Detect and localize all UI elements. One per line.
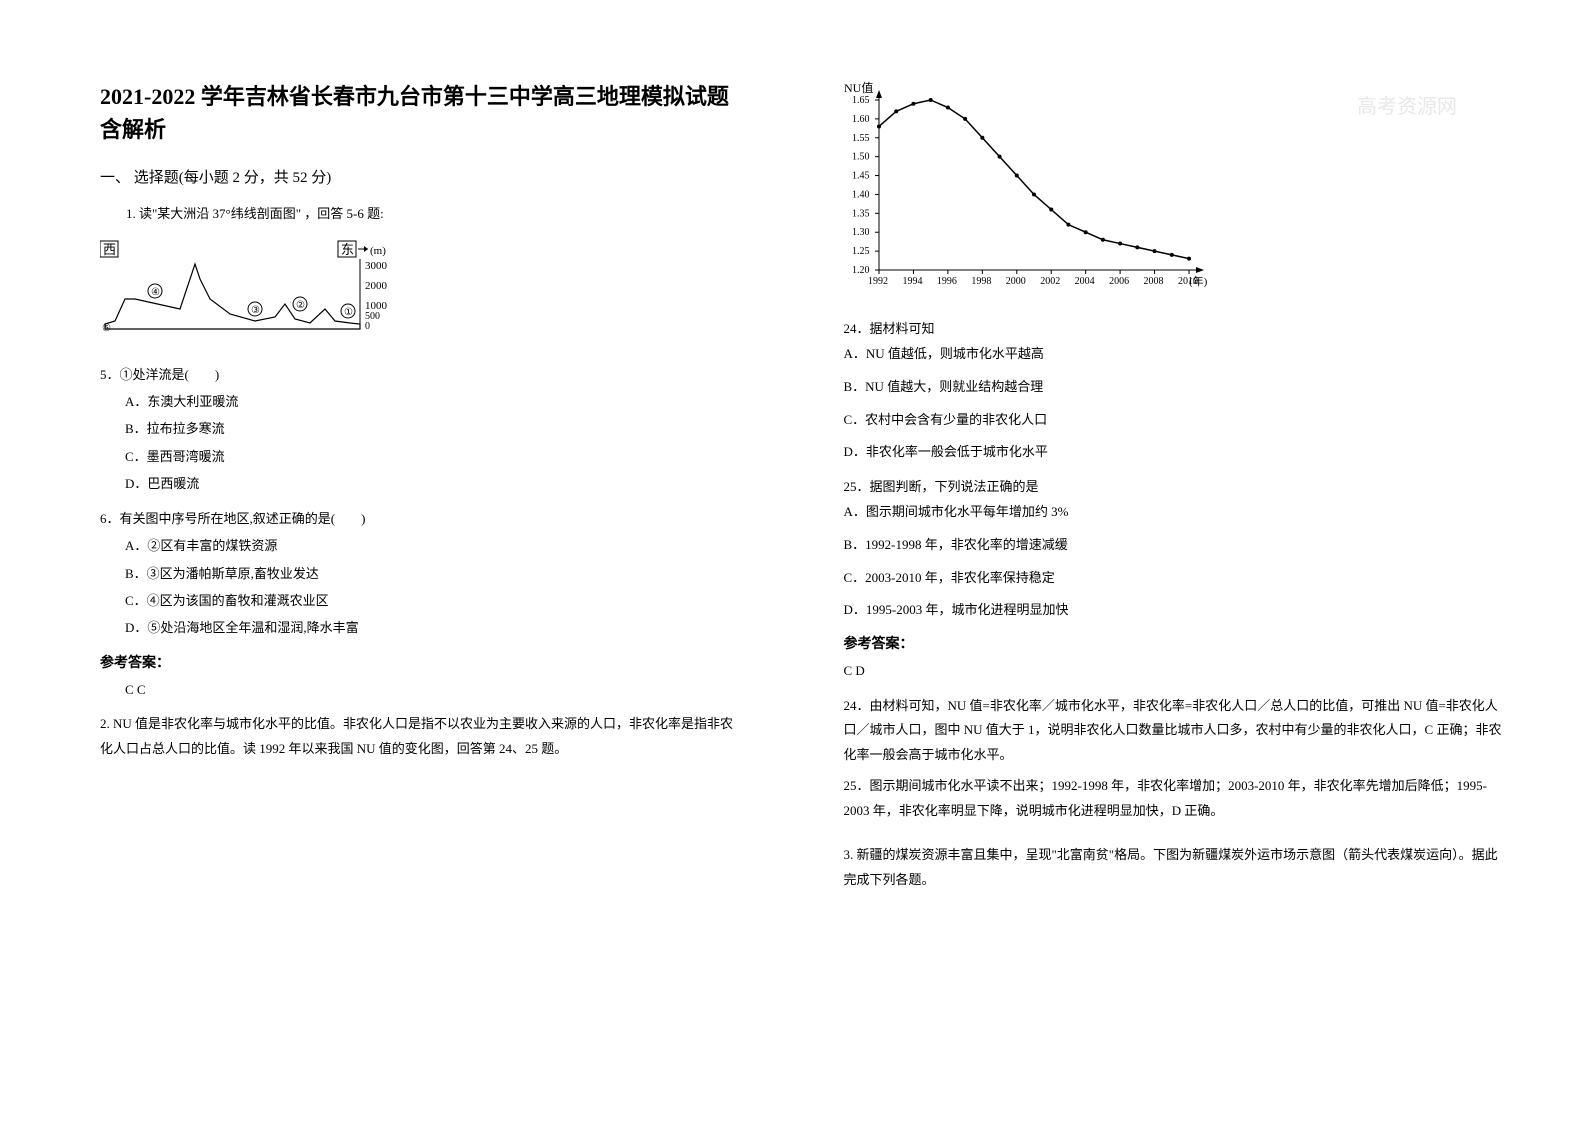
unit-label: (m) — [370, 245, 386, 257]
svg-text:3000: 3000 — [365, 260, 388, 272]
west-label: 西 — [103, 242, 116, 257]
svg-text:1.35: 1.35 — [852, 208, 870, 219]
svg-text:1998: 1998 — [971, 276, 991, 287]
q6-option-a: A．②区有丰富的煤铁资源 — [100, 532, 744, 559]
svg-text:2000: 2000 — [1005, 276, 1025, 287]
svg-text:①: ① — [344, 307, 353, 318]
answer2-text: C D — [844, 659, 1508, 684]
q6-option-b: B．③区为潘帕斯草原,畜牧业发达 — [100, 560, 744, 587]
q25-stem: 25．据图判断，下列说法正确的是 — [844, 473, 1508, 500]
q25-option-d: D．1995-2003 年，城市化进程明显加快 — [844, 598, 1508, 623]
q1-intro: 1. 读"某大洲沿 37°纬线剖面图" ，回答 5-6 题: — [100, 202, 744, 227]
svg-text:1.30: 1.30 — [852, 227, 870, 238]
svg-text:1.65: 1.65 — [852, 95, 870, 106]
left-column: 2021-2022 学年吉林省长春市九台市第十三中学高三地理模拟试题含解析 一、… — [0, 0, 794, 1122]
page-container: 2021-2022 学年吉林省长春市九台市第十三中学高三地理模拟试题含解析 一、… — [0, 0, 1587, 1122]
east-label: 东 — [341, 242, 354, 257]
watermark: 高考资源网 — [1357, 90, 1457, 119]
answer1-text: C C — [100, 678, 744, 703]
svg-text:1992: 1992 — [868, 276, 888, 287]
svg-text:2004: 2004 — [1074, 276, 1094, 287]
q5-stem: 5．①处洋流是( ) — [100, 361, 744, 388]
chart-ylabel: NU值 — [844, 80, 873, 95]
q6-option-d: D．⑤处沿海地区全年温和湿润,降水丰富 — [100, 614, 744, 641]
svg-text:1.25: 1.25 — [852, 246, 870, 257]
svg-text:⑤: ⑤ — [102, 323, 111, 334]
svg-text:1996: 1996 — [936, 276, 956, 287]
svg-text:④: ④ — [151, 287, 160, 298]
q5-option-b: B．拉布拉多寒流 — [100, 415, 744, 442]
explain-25: 25．图示期间城市化水平读不出来；1992-1998 年，非农化率增加；2003… — [844, 774, 1508, 823]
nu-chart-svg: NU值 (年) 1.201.251.301.351.401.451.501.55… — [844, 80, 1224, 300]
q5-option-a: A．东澳大利亚暖流 — [100, 388, 744, 415]
q24-option-b: B．NU 值越大，则就业结构越合理 — [844, 375, 1508, 400]
q5-option-d: D．巴西暖流 — [100, 470, 744, 497]
q2-intro: 2. NU 值是非农化率与城市化水平的比值。非农化人口是指不以农业为主要收入来源… — [100, 712, 744, 761]
svg-text:②: ② — [296, 300, 305, 311]
right-column: 高考资源网 NU值 (年) 1.201.251.301.351.401.451.… — [794, 0, 1587, 1122]
q24-stem: 24．据材料可知 — [844, 315, 1508, 342]
svg-text:③: ③ — [251, 305, 260, 316]
q24-option-d: D．非农化率一般会低于城市化水平 — [844, 440, 1508, 465]
page-title: 2021-2022 学年吉林省长春市九台市第十三中学高三地理模拟试题含解析 — [100, 80, 744, 146]
answer2-label: 参考答案： — [844, 633, 1508, 653]
svg-text:2006: 2006 — [1109, 276, 1129, 287]
q6-stem: 6．有关图中序号所在地区,叙述正确的是( ) — [100, 505, 744, 532]
svg-text:1.50: 1.50 — [852, 152, 870, 163]
svg-text:1.60: 1.60 — [852, 114, 870, 125]
nu-chart: NU值 (年) 1.201.251.301.351.401.451.501.55… — [844, 80, 1224, 300]
svg-text:2002: 2002 — [1040, 276, 1060, 287]
q24-option-c: C．农村中会含有少量的非农化人口 — [844, 408, 1508, 433]
svg-text:0: 0 — [365, 321, 370, 332]
section-header: 一、 选择题(每小题 2 分，共 52 分) — [100, 166, 744, 187]
q6-option-c: C．④区为该国的畜牧和灌溉农业区 — [100, 587, 744, 614]
svg-text:1.20: 1.20 — [852, 265, 870, 276]
profile-diagram: 西 东 (m) 3000 2000 1000 500 0 — [100, 239, 380, 349]
svg-text:2010: 2010 — [1178, 276, 1198, 287]
svg-text:2000: 2000 — [365, 280, 388, 292]
q25-option-a: A．图示期间城市化水平每年增加约 3% — [844, 500, 1508, 525]
profile-svg: 西 东 (m) 3000 2000 1000 500 0 — [100, 239, 405, 349]
svg-text:1.55: 1.55 — [852, 133, 870, 144]
svg-text:2008: 2008 — [1143, 276, 1163, 287]
svg-text:1994: 1994 — [902, 276, 922, 287]
svg-text:1.40: 1.40 — [852, 189, 870, 200]
answer1-label: 参考答案： — [100, 652, 744, 672]
q25-option-b: B．1992-1998 年，非农化率的增速减缓 — [844, 533, 1508, 558]
q3-intro: 3. 新疆的煤炭资源丰富且集中，呈现"北富南贫"格局。下图为新疆煤炭外运市场示意… — [844, 843, 1508, 892]
explain-24: 24．由材料可知，NU 值=非农化率／城市化水平，非农化率=非农化人口／总人口的… — [844, 694, 1508, 768]
q5-option-c: C．墨西哥湾暖流 — [100, 443, 744, 470]
svg-text:1.45: 1.45 — [852, 171, 870, 182]
q25-option-c: C．2003-2010 年，非农化率保持稳定 — [844, 566, 1508, 591]
q24-option-a: A．NU 值越低，则城市化水平越高 — [844, 342, 1508, 367]
